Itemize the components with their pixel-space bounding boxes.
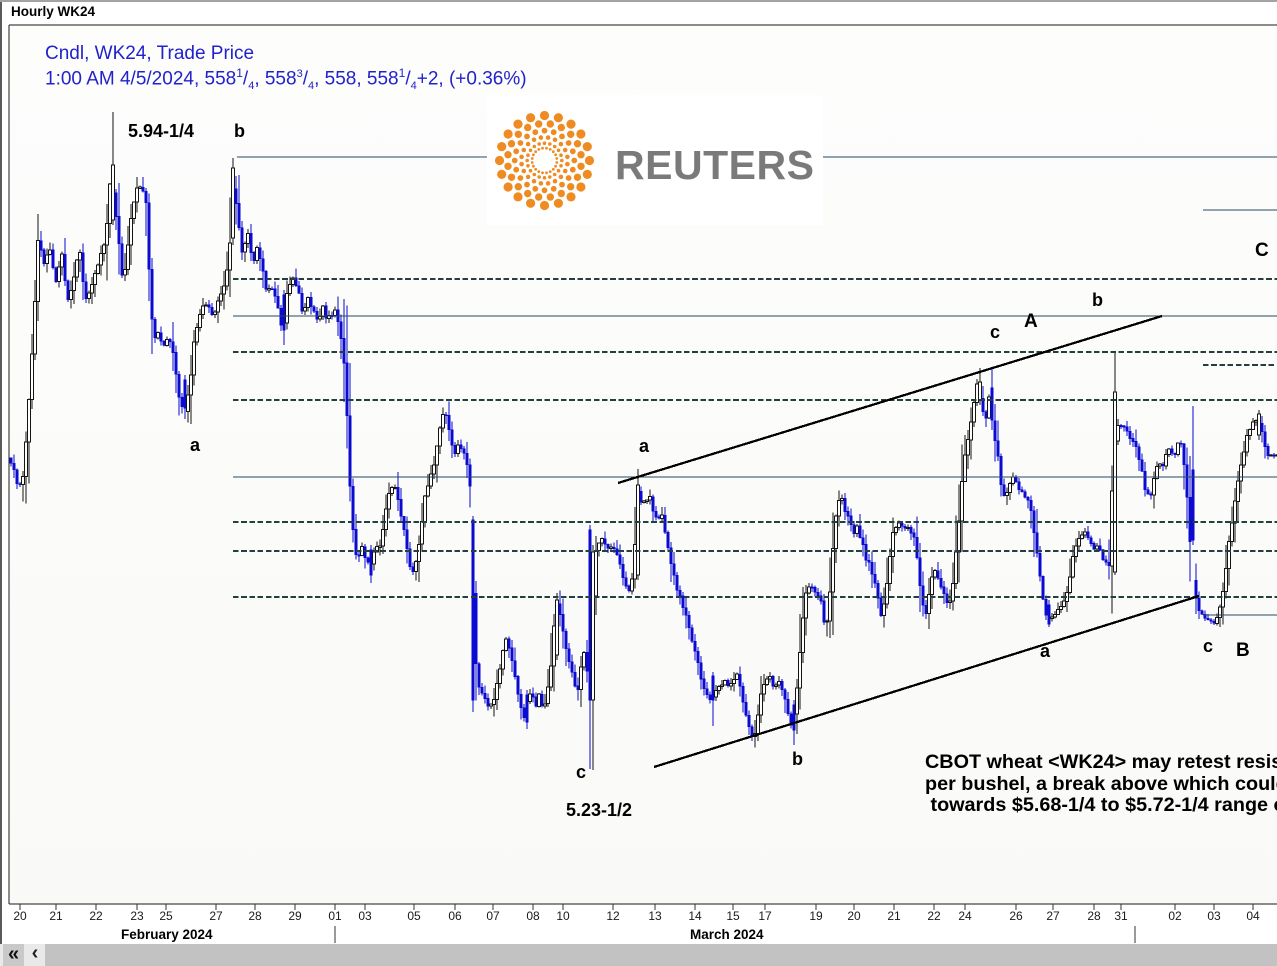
svg-text:REUTERS: REUTERS — [615, 142, 814, 188]
